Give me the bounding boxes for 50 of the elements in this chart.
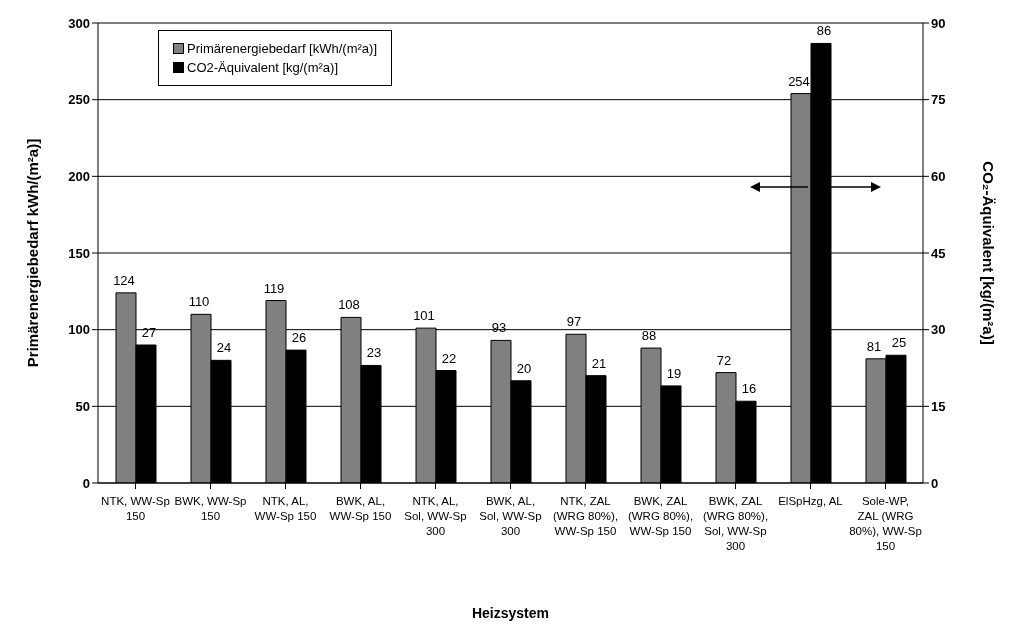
data-label: 20 xyxy=(516,360,532,376)
y-tick-label: 250 xyxy=(68,92,90,108)
y-tick-label: 200 xyxy=(68,168,90,184)
data-label: 22 xyxy=(441,350,457,366)
x-tick-label: BWK, ZAL (WRG 80%), WW-Sp 150 xyxy=(627,495,694,537)
x-tick-label: BWK, AL, Sol, WW-Sp 300 xyxy=(479,495,542,537)
data-label: 97 xyxy=(566,314,582,330)
y-tick-label: 0 xyxy=(82,475,90,491)
x-tick-label: BWK, ZAL (WRG 80%), Sol, WW-Sp 300 xyxy=(702,495,769,552)
x-tick-label: NTK, AL, Sol, WW-Sp 300 xyxy=(404,495,467,537)
y2-tick-label: 0 xyxy=(931,475,939,491)
x-tick-label: BWK, AL, WW-Sp 150 xyxy=(329,495,392,522)
data-label: 16 xyxy=(741,381,757,397)
y2-tick-label: 90 xyxy=(931,15,946,31)
y2-axis-title: CO₂-Äquivalent [kg/(m²a)] xyxy=(979,161,997,345)
y-tick-label: 150 xyxy=(68,245,90,261)
y2-tick-label: 75 xyxy=(931,92,946,108)
data-label: 108 xyxy=(338,297,360,313)
y-axis-title: Primärenergiebedarf kWh/(m²a)] xyxy=(24,138,42,368)
data-label: 86 xyxy=(816,23,832,39)
data-label: 81 xyxy=(866,338,882,354)
legend-label: CO2-Äquivalent [kg/(m²a)] xyxy=(187,60,338,75)
data-label: 124 xyxy=(113,272,135,288)
x-tick-label: Sole-WP, ZAL (WRG 80%), WW-Sp 150 xyxy=(849,495,922,552)
y-tick-label: 50 xyxy=(75,398,90,414)
y-tick-label: 300 xyxy=(68,15,90,31)
legend-label: Primärenergiebedarf [kWh/(m²a)] xyxy=(187,41,377,56)
data-label: 72 xyxy=(716,352,732,368)
y2-tick-label: 30 xyxy=(931,322,946,338)
data-label: 254 xyxy=(788,73,810,89)
x-tick-label: NTK, ZAL (WRG 80%), WW-Sp 150 xyxy=(552,495,619,537)
x-tick-label: NTK, AL, WW-Sp 150 xyxy=(254,495,317,522)
x-axis-title: Heizsystem xyxy=(471,605,550,621)
data-label: 19 xyxy=(666,365,682,381)
y-tick-label: 100 xyxy=(68,322,90,338)
data-label: 101 xyxy=(413,308,435,324)
data-label: 88 xyxy=(641,328,657,344)
data-label: 24 xyxy=(216,340,232,356)
data-label: 21 xyxy=(591,355,607,371)
x-tick-label: NTK, WW-Sp 150 xyxy=(101,495,170,522)
data-label: 23 xyxy=(366,345,382,361)
x-tick-label: BWK, WW-Sp 150 xyxy=(174,495,247,522)
y2-tick-label: 60 xyxy=(931,168,946,184)
data-label: 110 xyxy=(188,294,210,310)
y2-tick-label: 45 xyxy=(931,245,946,261)
data-label: 26 xyxy=(291,330,307,346)
data-label: 119 xyxy=(263,280,285,296)
y2-tick-label: 15 xyxy=(931,398,946,414)
data-label: 25 xyxy=(891,335,907,351)
x-tick-label: ElSpHzg, AL xyxy=(778,495,844,507)
